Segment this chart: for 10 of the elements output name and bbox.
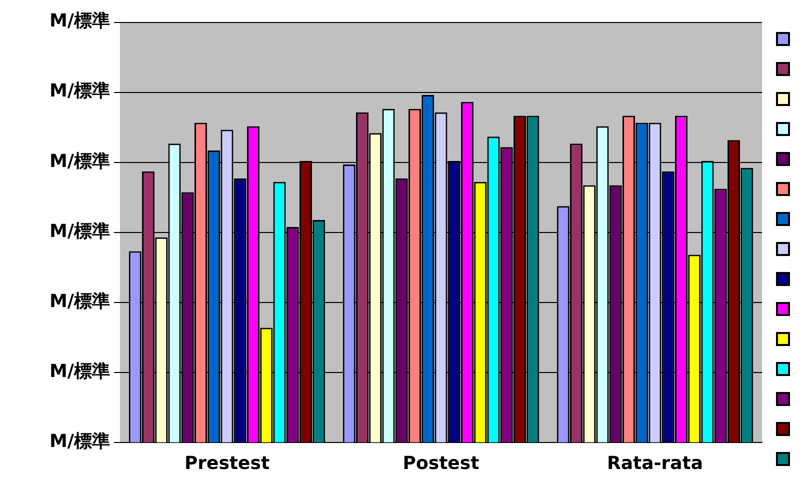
x-tick-label: Prestest [184, 452, 270, 474]
x-tick-label: Rata-rata [606, 452, 704, 474]
text: M/標準 [50, 150, 110, 172]
x-tick-label: Postest [402, 452, 480, 474]
text: M/標準 [50, 220, 110, 242]
text: M/標準 [50, 80, 110, 102]
text: M/標準 [50, 431, 110, 452]
text: M/標準 [50, 290, 110, 312]
text: M/標準 [50, 361, 110, 382]
text: M/標準 [50, 10, 110, 32]
